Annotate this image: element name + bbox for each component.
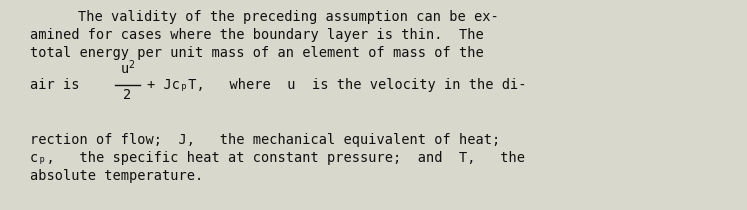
Text: The validity of the preceding assumption can be ex-: The validity of the preceding assumption… [78,10,499,24]
Text: air is: air is [30,78,87,92]
Text: absolute temperature.: absolute temperature. [30,169,203,183]
Text: 2: 2 [123,88,131,102]
Text: cₚ,   the specific heat at constant pressure;  and  T,   the: cₚ, the specific heat at constant pressu… [30,151,525,165]
Text: rection of flow;  J,   the mechanical equivalent of heat;: rection of flow; J, the mechanical equiv… [30,133,500,147]
Text: amined for cases where the boundary layer is thin.  The: amined for cases where the boundary laye… [30,28,484,42]
Text: u$^2$: u$^2$ [120,58,135,77]
Text: total energy per unit mass of an element of mass of the: total energy per unit mass of an element… [30,46,484,60]
Text: + JcₚT,   where  u  is the velocity in the di-: + JcₚT, where u is the velocity in the d… [147,78,527,92]
